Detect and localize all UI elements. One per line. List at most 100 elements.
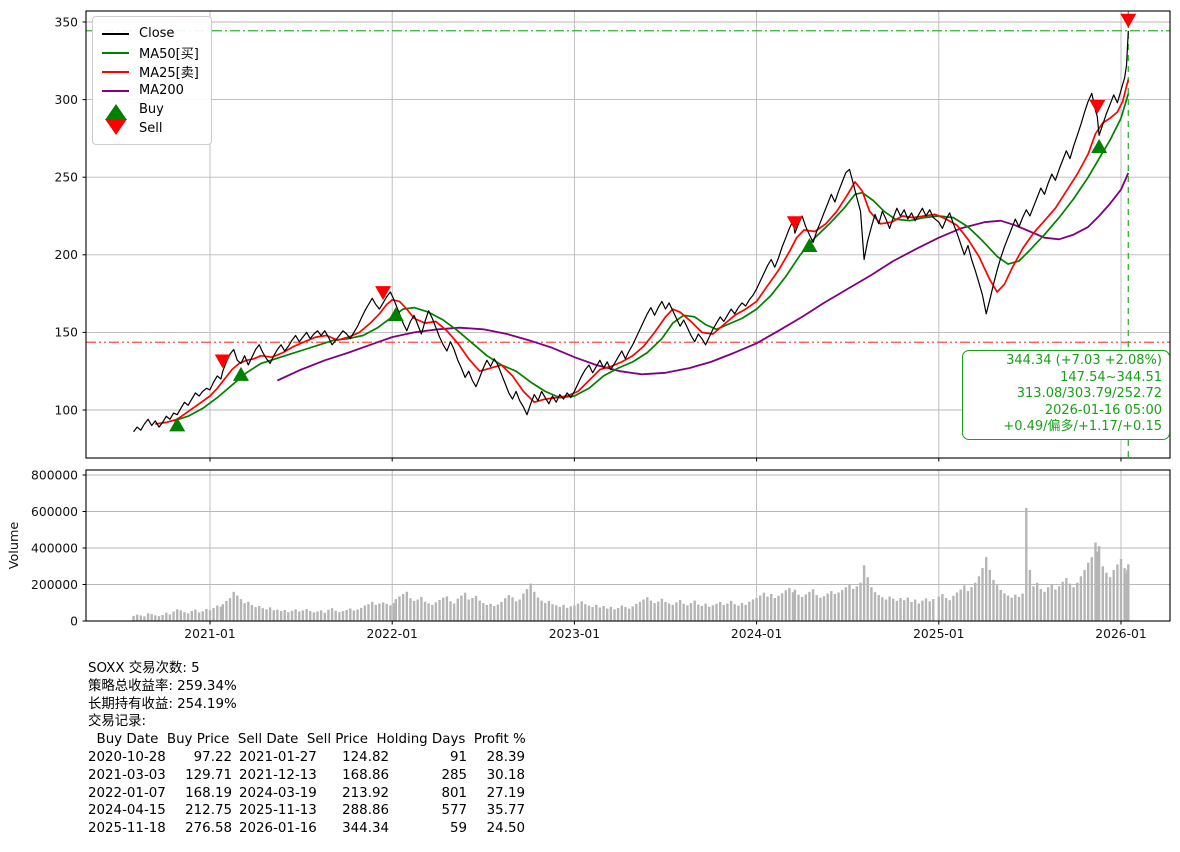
trade-record-title: 交易记录: [88, 714, 147, 730]
volume-bar [405, 591, 408, 621]
volume-bar [715, 603, 718, 621]
volume-bar [620, 605, 623, 621]
trade-profit-pct: 28.39 [486, 749, 525, 765]
volume-bar [913, 599, 917, 621]
volume-bar [536, 597, 540, 621]
volume-bar [941, 594, 944, 621]
volume-bar [844, 587, 848, 621]
volume-bar [312, 612, 316, 621]
volume-bar [205, 609, 208, 621]
volume-bar [631, 606, 634, 621]
volume-bar [888, 596, 891, 621]
volume-bar [981, 568, 984, 621]
volume-bar [219, 606, 223, 621]
volume-ytick-label: 400000 [31, 541, 78, 555]
volume-bar [598, 607, 602, 621]
hold-return-line: 长期持有收益: 254.19% [88, 696, 237, 712]
volume-bar [759, 595, 762, 621]
volume-bar [866, 577, 869, 621]
trade-sell-date: 2021-12-13 [239, 767, 317, 783]
volume-bar [708, 606, 711, 621]
volume-bar [533, 591, 536, 621]
price-ytick-label: 350 [55, 15, 78, 29]
volume-bar [899, 598, 902, 621]
volume-bar [525, 589, 529, 621]
volume-bar [963, 585, 966, 621]
volume-bar [452, 603, 456, 621]
volume-bar [367, 604, 370, 621]
volume-bar [788, 588, 791, 621]
trade-buy-price: 276.58 [185, 821, 232, 837]
last-quote-annotation: 344.34 (+7.03 +2.08%) 147.54~344.51 313.… [962, 350, 1170, 440]
volume-bar [660, 598, 664, 621]
strategy-report: SOXX 交易次数: 5 策略总收益率: 259.34% 长期持有收益: 254… [88, 660, 526, 838]
volume-bar [895, 600, 899, 621]
volume-bar [1032, 586, 1035, 621]
buy-marker [232, 366, 249, 381]
volume-bar [338, 612, 341, 621]
volume-bar [1068, 583, 1072, 621]
volume-bar [937, 596, 940, 621]
volume-bar [345, 610, 348, 621]
sell-marker [214, 354, 231, 369]
volume-bar [822, 596, 826, 621]
ma200-line-swatch [102, 89, 129, 92]
price-ytick-label: 200 [55, 248, 78, 262]
volume-bar [800, 596, 804, 621]
close-line [133, 30, 1129, 433]
volume-bar [398, 596, 401, 621]
trade-buy-date: 2021-03-03 [88, 767, 166, 783]
volume-bar [1123, 568, 1126, 621]
buy-marker [801, 238, 818, 253]
volume-bar [667, 603, 671, 621]
volume-bar [250, 604, 254, 621]
volume-bar [1054, 589, 1057, 621]
volume-bar [529, 583, 532, 621]
legend-label-buy: Buy [139, 102, 164, 117]
volume-bar [988, 569, 991, 621]
volume-bar [334, 610, 337, 621]
volume-bar [675, 602, 678, 621]
price-panel-spine [85, 10, 1171, 459]
volume-bar [974, 582, 977, 621]
volume-bar [371, 601, 374, 621]
volume-bar [819, 597, 822, 621]
volume-bar [265, 609, 268, 621]
ma50-line [173, 93, 1130, 422]
volume-bar [283, 610, 286, 621]
volume-bar [1112, 569, 1115, 621]
volume-bar [944, 598, 948, 621]
sell-marker-icon [102, 118, 129, 135]
volume-bar [613, 609, 616, 621]
volume-bar [862, 565, 866, 621]
volume-bar [287, 612, 290, 621]
volume-bar [1036, 582, 1039, 621]
legend-label-ma25: MA25[卖] [139, 66, 199, 81]
volume-bar [985, 557, 988, 621]
volume-bar [1057, 586, 1061, 621]
volume-bar [704, 603, 707, 621]
volume-bar [870, 587, 873, 621]
volume-bar [729, 600, 733, 621]
price-ytick-label: 250 [55, 171, 78, 185]
volume-bar [587, 605, 591, 621]
volume-bar [197, 612, 201, 621]
volume-bar [671, 604, 674, 621]
volume-bar [409, 598, 412, 621]
volume-bar [726, 603, 729, 621]
volume-bar [826, 593, 829, 621]
volume-bar [412, 600, 416, 621]
volume-bar [689, 603, 693, 621]
volume-bar [389, 605, 392, 621]
legend-item-buy: Buy [102, 100, 199, 120]
volume-bar [892, 598, 895, 621]
annotation-ma-values: 313.08/303.79/252.72 [1016, 386, 1162, 402]
volume-bar [228, 598, 232, 621]
volume-axis-label: Volume [7, 522, 22, 570]
volume-bar [616, 607, 620, 621]
volume-bar [363, 605, 367, 621]
volume-bar [540, 600, 543, 621]
volume-bar [609, 606, 612, 621]
volume-bar [924, 598, 928, 621]
volume-bar [551, 604, 554, 621]
